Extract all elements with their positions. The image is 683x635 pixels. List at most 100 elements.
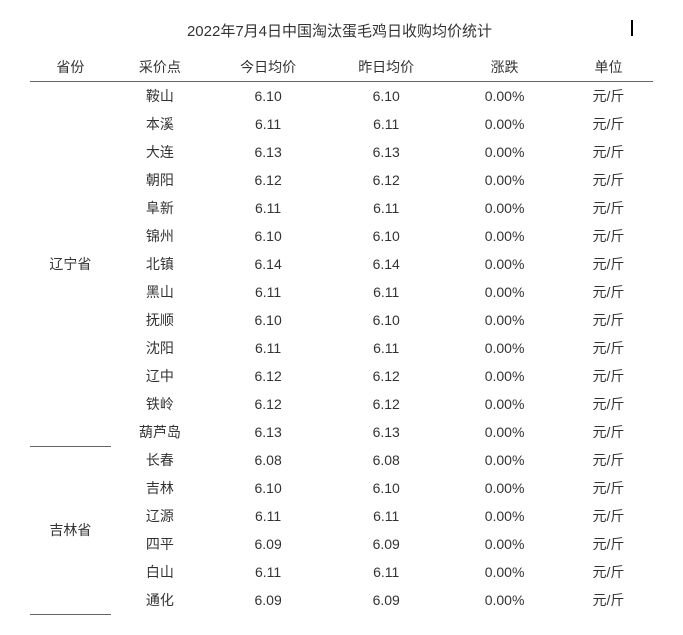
yesterday-cell: 6.09 (327, 530, 445, 558)
province-cell: 辽宁省 (30, 82, 111, 447)
point-cell: 鞍山 (111, 82, 209, 111)
table-row: 黑山6.116.110.00%元/斤 (30, 278, 653, 306)
table-row: 吉林省长春6.086.080.00%元/斤 (30, 446, 653, 474)
title-cursor-bar (631, 20, 633, 36)
today-cell: 6.10 (209, 306, 327, 334)
yesterday-cell: 6.11 (327, 110, 445, 138)
col-unit: 单位 (564, 53, 653, 82)
table-row: 抚顺6.106.100.00%元/斤 (30, 306, 653, 334)
today-cell: 6.11 (209, 110, 327, 138)
table-row: 吉林6.106.100.00%元/斤 (30, 474, 653, 502)
point-cell: 大连 (111, 138, 209, 166)
table-row: 阜新6.116.110.00%元/斤 (30, 194, 653, 222)
today-cell: 6.13 (209, 418, 327, 446)
unit-cell: 元/斤 (564, 306, 653, 334)
point-cell: 朝阳 (111, 166, 209, 194)
unit-cell: 元/斤 (564, 82, 653, 111)
today-cell: 6.09 (209, 586, 327, 614)
today-cell: 6.11 (209, 194, 327, 222)
unit-cell: 元/斤 (564, 166, 653, 194)
table-row: 朝阳6.126.120.00%元/斤 (30, 166, 653, 194)
today-cell: 6.09 (209, 530, 327, 558)
point-cell: 葫芦岛 (111, 418, 209, 446)
yesterday-cell: 6.10 (327, 222, 445, 250)
point-cell: 沈阳 (111, 334, 209, 362)
price-table: 省份 采价点 今日均价 昨日均价 涨跌 单位 辽宁省鞍山6.106.100.00… (30, 53, 653, 615)
col-yesterday: 昨日均价 (327, 53, 445, 82)
change-cell: 0.00% (445, 474, 564, 502)
yesterday-cell: 6.10 (327, 306, 445, 334)
col-change: 涨跌 (445, 53, 564, 82)
point-cell: 辽源 (111, 502, 209, 530)
change-cell: 0.00% (445, 138, 564, 166)
unit-cell: 元/斤 (564, 110, 653, 138)
change-cell: 0.00% (445, 530, 564, 558)
point-cell: 吉林 (111, 474, 209, 502)
change-cell: 0.00% (445, 586, 564, 614)
unit-cell: 元/斤 (564, 362, 653, 390)
col-point: 采价点 (111, 53, 209, 82)
yesterday-cell: 6.11 (327, 502, 445, 530)
change-cell: 0.00% (445, 362, 564, 390)
change-cell: 0.00% (445, 110, 564, 138)
table-row: 沈阳6.116.110.00%元/斤 (30, 334, 653, 362)
table-row: 通化6.096.090.00%元/斤 (30, 586, 653, 614)
change-cell: 0.00% (445, 278, 564, 306)
unit-cell: 元/斤 (564, 250, 653, 278)
today-cell: 6.10 (209, 82, 327, 111)
point-cell: 四平 (111, 530, 209, 558)
change-cell: 0.00% (445, 306, 564, 334)
unit-cell: 元/斤 (564, 278, 653, 306)
table-body: 辽宁省鞍山6.106.100.00%元/斤本溪6.116.110.00%元/斤大… (30, 82, 653, 615)
yesterday-cell: 6.10 (327, 474, 445, 502)
unit-cell: 元/斤 (564, 558, 653, 586)
unit-cell: 元/斤 (564, 586, 653, 614)
change-cell: 0.00% (445, 82, 564, 111)
change-cell: 0.00% (445, 390, 564, 418)
table-row: 辽中6.126.120.00%元/斤 (30, 362, 653, 390)
yesterday-cell: 6.08 (327, 446, 445, 474)
change-cell: 0.00% (445, 418, 564, 446)
table-row: 锦州6.106.100.00%元/斤 (30, 222, 653, 250)
point-cell: 锦州 (111, 222, 209, 250)
point-cell: 白山 (111, 558, 209, 586)
point-cell: 本溪 (111, 110, 209, 138)
table-row: 白山6.116.110.00%元/斤 (30, 558, 653, 586)
yesterday-cell: 6.11 (327, 334, 445, 362)
today-cell: 6.12 (209, 362, 327, 390)
yesterday-cell: 6.11 (327, 194, 445, 222)
table-row: 本溪6.116.110.00%元/斤 (30, 110, 653, 138)
unit-cell: 元/斤 (564, 138, 653, 166)
unit-cell: 元/斤 (564, 530, 653, 558)
change-cell: 0.00% (445, 502, 564, 530)
point-cell: 北镇 (111, 250, 209, 278)
point-cell: 长春 (111, 446, 209, 474)
today-cell: 6.14 (209, 250, 327, 278)
col-today: 今日均价 (209, 53, 327, 82)
table-row: 大连6.136.130.00%元/斤 (30, 138, 653, 166)
today-cell: 6.12 (209, 390, 327, 418)
unit-cell: 元/斤 (564, 390, 653, 418)
yesterday-cell: 6.12 (327, 390, 445, 418)
table-row: 辽源6.116.110.00%元/斤 (30, 502, 653, 530)
change-cell: 0.00% (445, 446, 564, 474)
today-cell: 6.10 (209, 474, 327, 502)
today-cell: 6.12 (209, 166, 327, 194)
table-row: 北镇6.146.140.00%元/斤 (30, 250, 653, 278)
today-cell: 6.11 (209, 502, 327, 530)
table-row: 四平6.096.090.00%元/斤 (30, 530, 653, 558)
change-cell: 0.00% (445, 250, 564, 278)
change-cell: 0.00% (445, 222, 564, 250)
unit-cell: 元/斤 (564, 222, 653, 250)
table-title: 2022年7月4日中国淘汰蛋毛鸡日收购均价统计 (30, 20, 653, 41)
point-cell: 黑山 (111, 278, 209, 306)
yesterday-cell: 6.13 (327, 418, 445, 446)
point-cell: 铁岭 (111, 390, 209, 418)
unit-cell: 元/斤 (564, 502, 653, 530)
table-row: 铁岭6.126.120.00%元/斤 (30, 390, 653, 418)
yesterday-cell: 6.12 (327, 166, 445, 194)
unit-cell: 元/斤 (564, 418, 653, 446)
today-cell: 6.13 (209, 138, 327, 166)
province-cell: 吉林省 (30, 446, 111, 614)
table-row: 葫芦岛6.136.130.00%元/斤 (30, 418, 653, 446)
